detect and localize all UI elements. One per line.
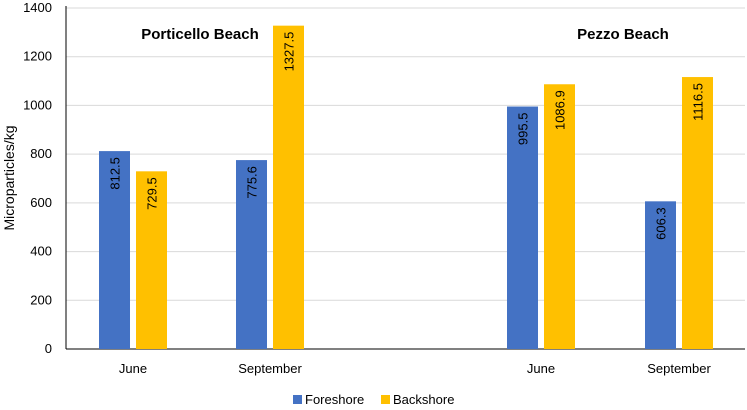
group-label: Porticello Beach: [141, 26, 259, 43]
axes: [65, 6, 745, 350]
y-tick-label: 1400: [23, 0, 52, 15]
gridlines: [66, 7, 745, 301]
legend: Foreshore Backshore: [293, 392, 454, 407]
legend-swatch-backshore: [381, 395, 390, 404]
legend-label-foreshore: Foreshore: [305, 392, 364, 407]
data-label: 812.5: [108, 157, 123, 190]
legend-label-backshore: Backshore: [393, 392, 454, 407]
bar-backshore: [273, 25, 304, 349]
y-tick-label: 1200: [23, 49, 52, 64]
y-tick-label: 400: [30, 244, 52, 259]
x-tick-label: June: [527, 361, 555, 376]
y-tick-label: 600: [30, 195, 52, 210]
bar-backshore: [136, 171, 167, 349]
x-tick-label: June: [119, 361, 147, 376]
y-tick-label: 0: [45, 341, 52, 356]
y-tick-label: 800: [30, 146, 52, 161]
x-tick-label: September: [238, 361, 302, 376]
bars: [99, 25, 713, 350]
bar-backshore: [544, 84, 575, 350]
x-tick-label: September: [647, 361, 711, 376]
data-label: 995.5: [516, 113, 531, 146]
data-label: 1086.9: [553, 90, 568, 130]
labels: 0 200 400 600 800 1000 1200 1400 Porticello Beac…: [23, 0, 711, 376]
y-tick-label: 200: [30, 292, 52, 307]
y-axis-title: Microparticles/kg: [1, 125, 17, 230]
bar-foreshore: [507, 106, 538, 349]
bar-foreshore: [99, 151, 130, 349]
bar-foreshore: [236, 160, 267, 349]
y-tick-label: 1000: [23, 97, 52, 112]
bar-backshore: [682, 77, 713, 350]
data-label: 775.6: [245, 166, 260, 199]
data-label: 606.3: [654, 207, 669, 240]
data-label: 1116.5: [691, 83, 706, 121]
group-label: Pezzo Beach: [577, 26, 669, 43]
legend-swatch-foreshore: [293, 395, 302, 404]
data-label: 1327.5: [282, 32, 297, 72]
bar-foreshore: [645, 201, 676, 349]
data-label: 729.5: [145, 177, 160, 210]
